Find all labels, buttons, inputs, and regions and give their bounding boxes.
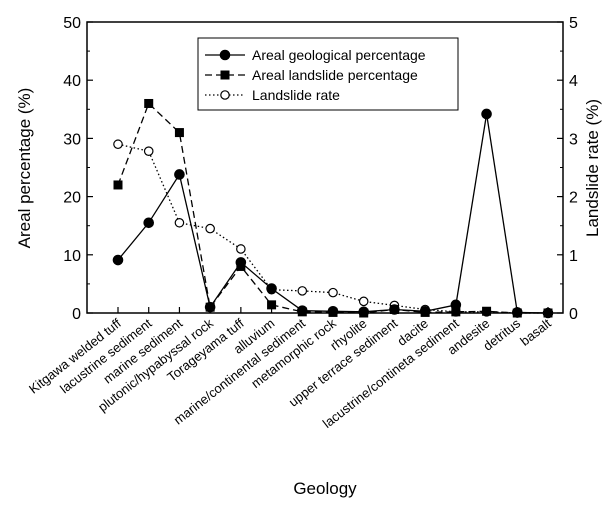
data-point (267, 300, 277, 310)
data-point (389, 304, 400, 315)
y2-tick-label: 0 (569, 306, 578, 323)
series-1 (113, 98, 553, 318)
series-2 (113, 139, 553, 318)
y2-tick-label: 3 (569, 131, 578, 148)
data-point (297, 286, 308, 296)
data-point (296, 305, 308, 316)
data-point (174, 128, 184, 138)
y-tick-label: 40 (63, 73, 81, 90)
data-point (266, 283, 277, 294)
data-point (327, 305, 339, 317)
y2-tick-label: 1 (569, 248, 578, 265)
data-point (204, 301, 216, 313)
series-layer (112, 98, 554, 319)
y-tick-label: 50 (63, 15, 81, 32)
y2-axis-title: Landslide rate (%) (583, 99, 602, 237)
data-point (143, 217, 155, 229)
data-point (542, 307, 554, 319)
data-point (220, 90, 230, 100)
data-point (511, 307, 523, 318)
data-point (235, 257, 247, 268)
series-line (117, 143, 548, 314)
data-point (113, 139, 123, 150)
legend-label: Areal geological percentage (252, 47, 426, 63)
data-point (220, 70, 230, 80)
left-y-ticks: 0 10 20 30 40 50 (63, 15, 93, 323)
data-point (112, 254, 124, 266)
data-point (113, 180, 123, 190)
data-point (219, 49, 231, 61)
data-point (143, 146, 154, 157)
data-point (205, 223, 215, 234)
series-0 (112, 108, 554, 319)
right-y-ticks: 0 1 2 3 4 5 (557, 15, 578, 323)
data-point (419, 305, 431, 317)
y2-tick-label: 2 (569, 190, 578, 207)
legend: Areal geological percentage Areal landsli… (197, 37, 459, 111)
series-line (117, 102, 548, 314)
data-point (451, 307, 461, 317)
data-point (328, 287, 338, 298)
legend-label: Landslide rate (252, 87, 340, 103)
legend-label: Areal landslide percentage (252, 67, 418, 83)
y-axis-title: Areal percentage (%) (15, 88, 34, 249)
series-line (117, 113, 549, 314)
x-axis-title: Geology (293, 479, 357, 498)
data-point (174, 217, 185, 228)
y2-tick-label: 4 (569, 73, 578, 90)
y-tick-label: 20 (63, 190, 81, 207)
data-point (236, 244, 246, 254)
data-point (450, 299, 462, 311)
x-tick-label: basalt (517, 315, 554, 348)
y-tick-label: 10 (63, 248, 81, 265)
data-point (358, 306, 370, 318)
y2-tick-label: 5 (569, 15, 578, 32)
data-point (481, 108, 492, 120)
data-point (174, 169, 185, 180)
data-point (144, 98, 154, 108)
y-tick-label: 0 (72, 306, 81, 323)
y-tick-label: 30 (63, 131, 81, 148)
data-point (358, 296, 369, 307)
legend-box (197, 37, 459, 111)
data-point (482, 306, 492, 316)
